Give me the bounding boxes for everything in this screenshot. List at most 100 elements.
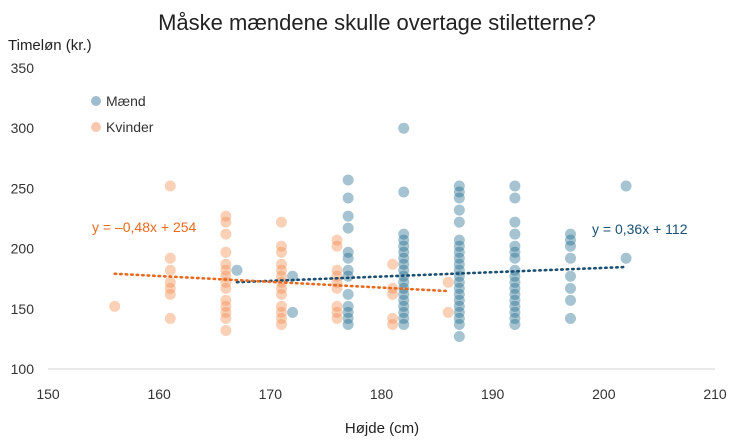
data-point-women [220,312,232,324]
data-point-men [398,246,410,258]
data-point-men [453,234,465,246]
data-point-men [398,258,410,270]
data-point-men [453,204,465,216]
x-tick-label: 190 [481,386,505,402]
data-point-women [387,288,399,300]
x-tick-label: 170 [259,386,283,402]
legend-marker-women [91,122,101,132]
data-point-men [453,240,465,252]
data-point-men [509,246,521,258]
data-point-men [342,210,354,222]
data-point-men [231,264,243,276]
data-point-women [164,276,176,288]
data-point-men [453,306,465,318]
data-point-men [509,252,521,264]
data-point-men [398,276,410,288]
data-point-men [509,300,521,312]
data-point-women [164,264,176,276]
x-tick-label: 180 [370,386,394,402]
x-tick-labels: 150 160 170 180 190 200 210 [36,386,727,402]
data-point-women [275,282,287,294]
data-point-men [453,216,465,228]
data-point-women [331,264,343,276]
data-point-men [398,294,410,306]
data-point-men [453,192,465,204]
data-point-men [453,252,465,264]
data-point-men [453,288,465,300]
data-point-women [331,306,343,318]
data-point-men [342,312,354,324]
data-point-men [453,276,465,288]
legend: Mænd Kvinder [91,93,154,135]
x-tick-label: 150 [36,386,60,402]
data-point-men [398,306,410,318]
data-point-women [442,306,454,318]
data-point-men [453,294,465,306]
data-point-men [342,300,354,312]
x-tick-label: 160 [147,386,171,402]
series-men-points [231,122,632,342]
data-point-men [398,234,410,246]
data-point-men [564,294,576,306]
data-point-women [220,282,232,294]
data-point-men [453,318,465,330]
data-point-women [275,216,287,228]
data-point-women [442,276,454,288]
x-tick-label: 200 [592,386,616,402]
data-point-men [509,294,521,306]
y-tick-label: 350 [11,60,35,76]
data-point-men [564,240,576,252]
data-point-women [164,312,176,324]
data-point-women [220,300,232,312]
data-point-men [453,282,465,294]
data-point-men [342,222,354,234]
y-tick-label: 300 [11,120,35,136]
data-point-women [164,252,176,264]
data-point-men [342,192,354,204]
data-point-men [398,288,410,300]
x-axis-label: Højde (cm) [345,420,419,437]
data-point-men [620,252,632,264]
data-point-men [509,216,521,228]
data-point-women [275,300,287,312]
data-point-men [398,240,410,252]
data-point-women [275,318,287,330]
data-point-men [398,312,410,324]
data-point-women [387,282,399,294]
data-point-women [220,270,232,282]
data-point-women [220,324,232,336]
data-point-women [331,234,343,246]
data-point-women [220,276,232,288]
data-point-men [342,174,354,186]
data-point-men [453,180,465,192]
data-point-women [164,288,176,300]
data-point-men [564,252,576,264]
chart-title: Måske mændene skulle overtage stilettern… [158,10,596,35]
data-point-men [398,122,410,134]
data-point-women [275,264,287,276]
data-point-men [342,246,354,258]
data-point-men [509,264,521,276]
data-point-men [564,234,576,246]
data-point-women [164,282,176,294]
data-point-men [342,252,354,264]
x-tick-label: 210 [703,386,727,402]
series-women-points [109,180,454,336]
data-point-men [453,330,465,342]
data-point-men [509,240,521,252]
data-point-men [453,186,465,198]
data-point-men [398,264,410,276]
data-point-men [342,270,354,282]
data-point-women [275,240,287,252]
data-point-men [509,318,521,330]
data-point-women [275,312,287,324]
trendline-women [113,272,450,293]
data-point-men [398,300,410,312]
data-point-men [342,288,354,300]
data-point-men [509,312,521,324]
data-point-men [564,228,576,240]
legend-label-men: Mænd [106,93,146,109]
data-point-women [275,270,287,282]
data-point-men [453,300,465,312]
